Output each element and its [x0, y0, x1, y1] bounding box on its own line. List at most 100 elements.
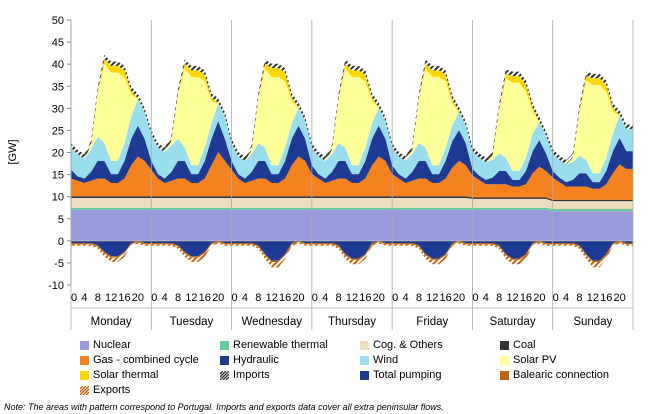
hour-tick-label: 12	[506, 292, 518, 304]
area-nuclear	[71, 209, 633, 241]
area-hydraulic	[71, 121, 633, 189]
day-label-friday: Friday	[416, 316, 448, 328]
hour-tick-label: 16	[199, 292, 211, 304]
hour-tick-label: 20	[132, 292, 144, 304]
hour-tick-label: 16	[520, 292, 532, 304]
legend-swatch	[500, 355, 509, 365]
legend-swatch	[360, 355, 369, 365]
area-renewable-thermal	[71, 207, 633, 212]
hour-tick-label: 4	[322, 292, 328, 304]
hour-tick-label: 4	[483, 292, 489, 304]
hour-tick-label: 4	[162, 292, 168, 304]
hour-tick-label: 0	[232, 292, 238, 304]
hour-tick-label: 16	[600, 292, 612, 304]
legend-swatch	[80, 355, 89, 365]
y-tick-label: 30	[52, 103, 64, 115]
hour-tick-label: 8	[175, 292, 181, 304]
legend-item-coal: Coal	[500, 338, 640, 352]
legend-swatch	[220, 355, 229, 365]
legend-item-exports: Exports	[80, 383, 220, 397]
hour-tick-label: 20	[292, 292, 304, 304]
legend-item-nuclear: Nuclear	[80, 338, 220, 352]
hour-tick-label: 20	[533, 292, 545, 304]
footnote: Note: The areas with pattern correspond …	[4, 402, 444, 412]
y-tick-label: 0	[58, 236, 64, 248]
y-tick-label: -10	[48, 280, 64, 292]
legend-label: Gas - combined cycle	[93, 354, 199, 366]
hour-tick-label: 12	[346, 292, 358, 304]
hour-tick-label: 12	[587, 292, 599, 304]
day-label-sunday: Sunday	[573, 316, 612, 328]
legend-label: Solar thermal	[93, 369, 159, 381]
hour-tick-label: 8	[255, 292, 261, 304]
legend-label: Imports	[233, 369, 270, 381]
hour-tick-label: 20	[453, 292, 465, 304]
legend-swatch	[220, 370, 229, 380]
legend-label: Solar PV	[513, 354, 557, 366]
legend-item-imports: Imports	[220, 368, 360, 382]
hour-tick-label: 8	[336, 292, 342, 304]
hour-tick-label: 12	[105, 292, 117, 304]
hour-tick-label: 20	[373, 292, 385, 304]
legend-label: Hydraulic	[233, 354, 279, 366]
hour-tick-label: 0	[71, 292, 77, 304]
hour-tick-label: 16	[118, 292, 130, 304]
legend-label: Balearic connection	[513, 369, 610, 381]
area-solar-pv	[71, 63, 633, 174]
legend-label: Exports	[93, 384, 131, 396]
hour-tick-label: 12	[185, 292, 197, 304]
hour-tick-label: 8	[416, 292, 422, 304]
legend-swatch	[80, 340, 89, 350]
hour-tick-label: 4	[402, 292, 408, 304]
legend-label: Renewable thermal	[233, 339, 328, 351]
day-label-saturday: Saturday	[490, 316, 536, 328]
legend-item-hydraulic: Hydraulic	[220, 353, 360, 367]
hour-tick-label: 8	[576, 292, 582, 304]
hour-tick-label: 0	[392, 292, 398, 304]
y-tick-label: 20	[52, 148, 64, 160]
day-label-tuesday: Tuesday	[170, 316, 214, 328]
y-tick-label: 5	[58, 214, 64, 226]
hour-tick-label: 16	[359, 292, 371, 304]
legend-item-cog-others: Cog. & Others	[360, 338, 500, 352]
y-tick-label: 50	[52, 15, 64, 27]
hour-tick-label: 0	[472, 292, 478, 304]
hour-tick-label: 4	[242, 292, 248, 304]
y-tick-label: 35	[52, 81, 64, 93]
hour-tick-label: 20	[613, 292, 625, 304]
legend-swatch	[80, 370, 89, 380]
y-tick-label: 10	[52, 192, 64, 204]
legend-swatch	[220, 340, 229, 350]
area-gas-combined-cycle	[71, 152, 633, 200]
y-axis-label: [GW]	[7, 139, 19, 164]
legend-swatch	[360, 370, 369, 380]
hour-tick-label: 12	[266, 292, 278, 304]
day-label-thursday: Thursday	[328, 316, 376, 328]
legend: Nuclear Renewable thermal Cog. & Others Coa…	[80, 338, 640, 397]
area-exports	[71, 242, 633, 268]
legend-item-total-pumping: Total pumping	[360, 368, 500, 382]
legend-item-solar-thermal: Solar thermal	[80, 368, 220, 382]
hour-tick-label: 16	[440, 292, 452, 304]
legend-swatch	[500, 340, 509, 350]
area-coal	[71, 196, 633, 202]
legend-item-wind: Wind	[360, 353, 500, 367]
legend-swatch	[80, 385, 89, 395]
y-tick-label: -5	[54, 258, 64, 270]
legend-label: Nuclear	[93, 339, 131, 351]
hour-tick-label: 12	[426, 292, 438, 304]
legend-item-gas-combined-cycle: Gas - combined cycle	[80, 353, 220, 367]
day-label-wednesday: Wednesday	[241, 316, 302, 328]
y-tick-label: 45	[52, 37, 64, 49]
legend-swatch	[500, 370, 509, 380]
legend-item-solar-pv: Solar PV	[500, 353, 640, 367]
area-balearic-connection	[71, 240, 633, 263]
hour-tick-label: 0	[312, 292, 318, 304]
hour-tick-label: 16	[279, 292, 291, 304]
hour-tick-label: 0	[553, 292, 559, 304]
day-label-monday: Monday	[91, 316, 132, 328]
legend-label: Cog. & Others	[373, 339, 443, 351]
legend-label: Total pumping	[373, 369, 442, 381]
